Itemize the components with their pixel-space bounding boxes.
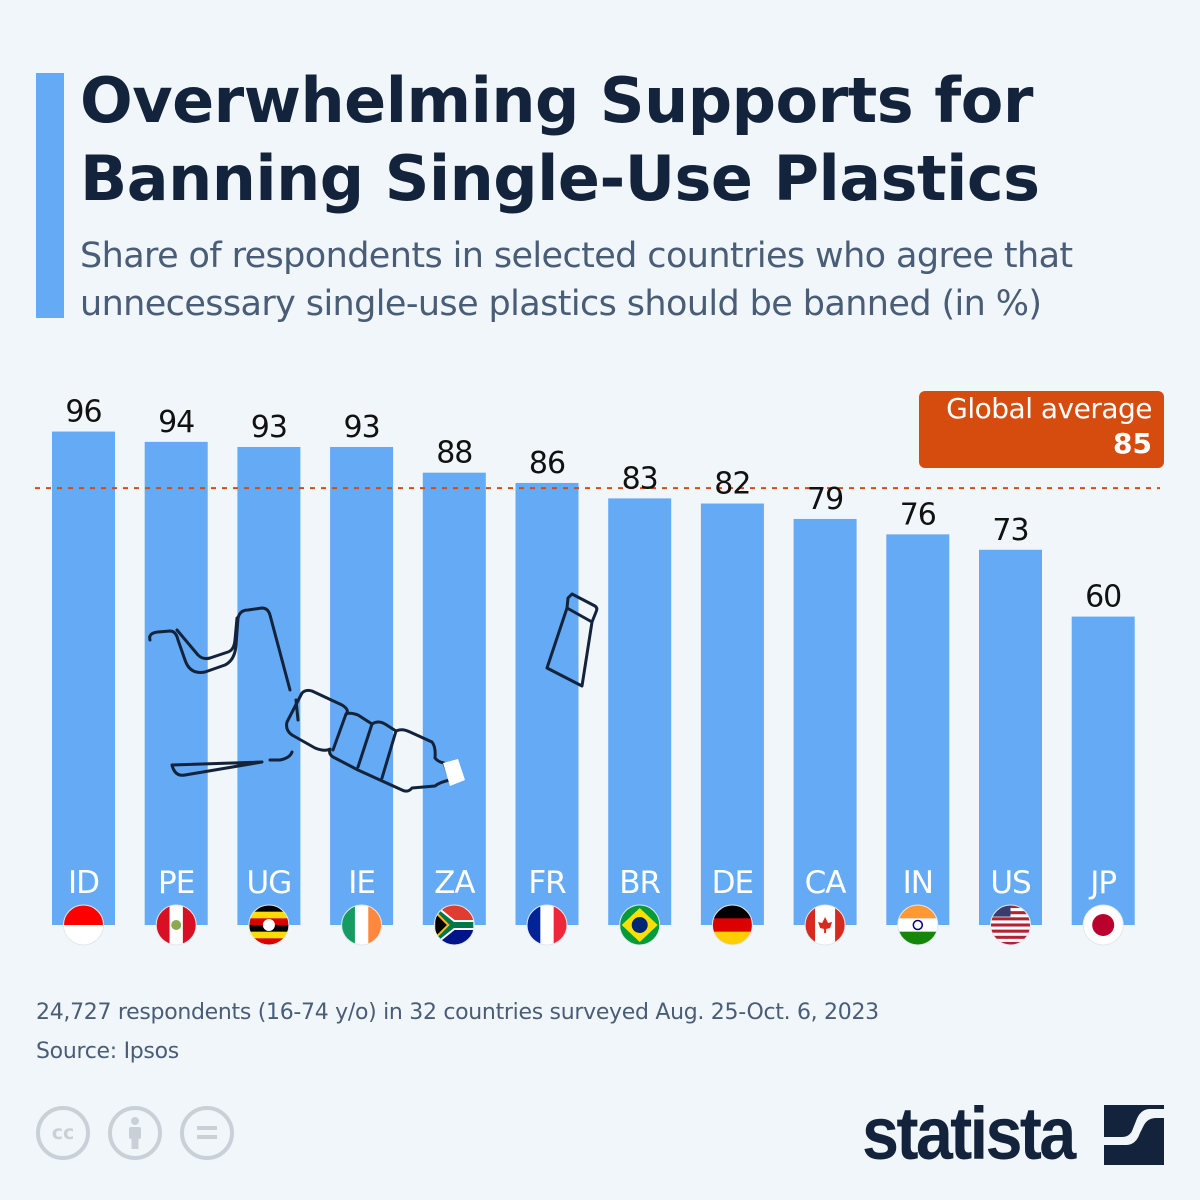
ireland-flag-icon bbox=[341, 904, 383, 946]
chart-subtitle: Share of respondents in selected countri… bbox=[80, 236, 1073, 324]
canada-flag-icon bbox=[804, 904, 846, 946]
equals-glyph bbox=[197, 1126, 217, 1139]
bar-id bbox=[52, 431, 115, 925]
value-label: 88 bbox=[436, 436, 472, 471]
source-note: Source: Ipsos bbox=[36, 1039, 179, 1064]
title-accent-bar bbox=[36, 73, 64, 318]
global-average-value: 85 bbox=[1113, 427, 1152, 460]
value-label: 94 bbox=[158, 405, 194, 440]
bottle-cap-icon bbox=[443, 759, 465, 786]
category-label: IE bbox=[348, 865, 375, 901]
chart-title: Overwhelming Supports for Banning Single… bbox=[80, 64, 1040, 215]
category-label: JP bbox=[1088, 865, 1116, 901]
peru-flag-icon bbox=[155, 904, 197, 946]
uganda-flag-icon bbox=[248, 904, 290, 946]
bar-us bbox=[979, 549, 1042, 925]
value-label: 73 bbox=[992, 513, 1028, 548]
value-label: 93 bbox=[344, 410, 380, 445]
category-label: ID bbox=[68, 865, 99, 901]
plastic-bag-icon bbox=[148, 606, 300, 777]
bar-pe bbox=[144, 441, 208, 925]
plastic-waste-illustration bbox=[148, 592, 599, 793]
category-label: CA bbox=[805, 865, 847, 901]
south-africa-flag-icon bbox=[433, 904, 475, 946]
category-label: PE bbox=[158, 865, 194, 901]
bar-jp bbox=[1071, 616, 1135, 925]
category-label: IN bbox=[903, 865, 933, 901]
attribution-icon[interactable] bbox=[108, 1106, 162, 1160]
category-label: ZA bbox=[434, 865, 475, 901]
statista-logo[interactable]: statista bbox=[862, 1092, 1076, 1175]
category-label: UG bbox=[247, 865, 292, 901]
india-flag-icon bbox=[897, 904, 939, 946]
bar-ug bbox=[237, 446, 301, 925]
japan-flag-icon bbox=[1082, 904, 1124, 946]
plastic-bottle-icon bbox=[285, 688, 452, 793]
france-flag-icon bbox=[526, 904, 568, 946]
category-label: BR bbox=[619, 865, 660, 901]
survey-note: 24,727 respondents (16-74 y/o) in 32 cou… bbox=[36, 1000, 879, 1025]
bar-ca bbox=[793, 518, 857, 925]
statista-logo-mark-icon bbox=[1104, 1105, 1164, 1165]
bar-chart: 96 94 93 93 88 86 83 82 79 76 73 60 ID PE UG IE ZA FR BR D… bbox=[35, 395, 1160, 946]
value-label: 79 bbox=[807, 482, 843, 517]
bar-ie bbox=[330, 446, 394, 925]
value-label: 60 bbox=[1085, 580, 1121, 615]
bar-in bbox=[886, 534, 950, 925]
person-glyph bbox=[129, 1117, 141, 1149]
usa-flag-icon bbox=[990, 904, 1031, 946]
bar-za bbox=[422, 472, 486, 925]
indonesia-flag-icon bbox=[63, 904, 104, 946]
bar-de bbox=[700, 503, 764, 925]
value-label: 76 bbox=[900, 497, 936, 532]
global-average-label: Global average bbox=[946, 392, 1152, 425]
value-label: 83 bbox=[622, 461, 658, 496]
brazil-flag-icon bbox=[619, 904, 661, 946]
bar-fr bbox=[515, 482, 579, 925]
global-average-badge: Global average 85 bbox=[919, 391, 1164, 468]
no-derivatives-icon[interactable] bbox=[180, 1106, 234, 1160]
plastic-cup-icon bbox=[545, 592, 599, 688]
value-label: 82 bbox=[714, 467, 750, 502]
value-label: 86 bbox=[529, 446, 565, 481]
germany-flag-icon bbox=[711, 904, 753, 946]
value-label: 96 bbox=[65, 395, 101, 430]
category-label: DE bbox=[712, 865, 753, 901]
value-label: 93 bbox=[251, 410, 287, 445]
category-label: US bbox=[990, 865, 1030, 901]
bar-br bbox=[608, 498, 672, 925]
cc-icon[interactable]: cc bbox=[36, 1106, 90, 1160]
category-label: FR bbox=[528, 865, 566, 901]
